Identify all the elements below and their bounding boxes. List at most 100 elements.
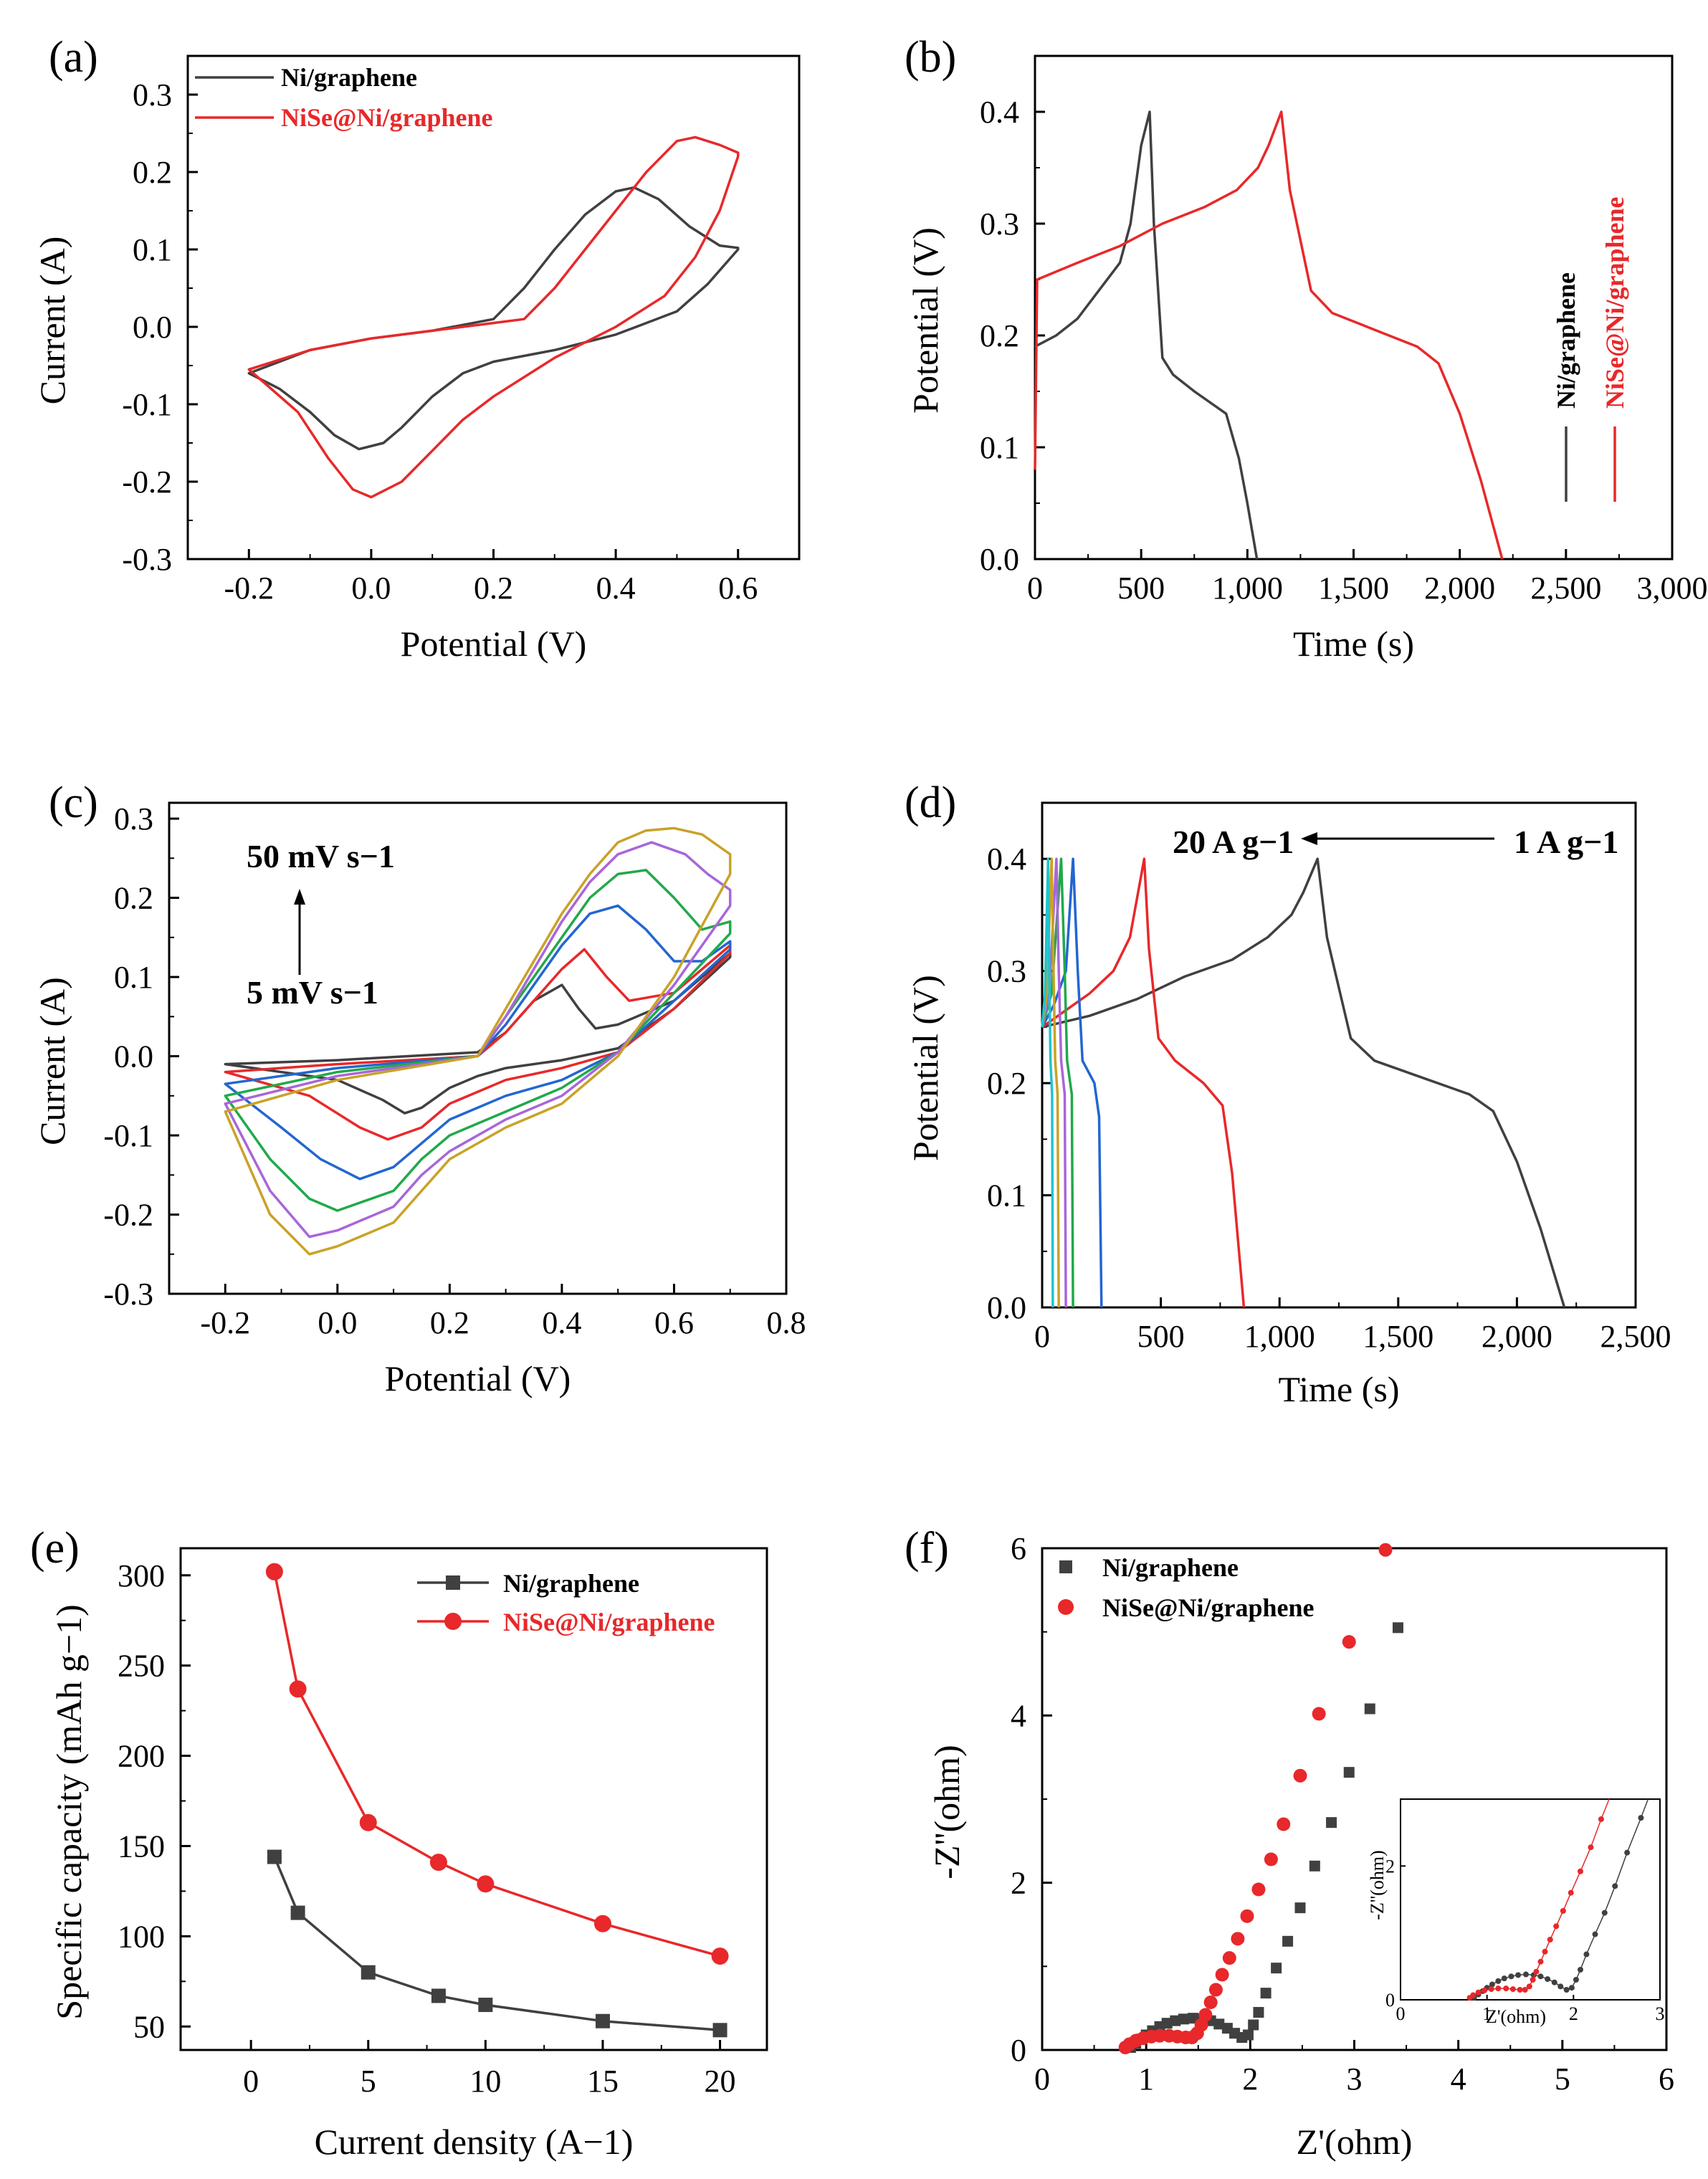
legend-label: NiSe@Ni/graphene (1102, 1593, 1315, 1622)
data-point (267, 1849, 282, 1864)
data-point (1260, 1988, 1272, 1999)
inset-data-point (1577, 1868, 1583, 1874)
x-tick-label: 3,000 (1637, 571, 1708, 606)
y-tick-label: 0.1 (114, 960, 153, 995)
y-tick-label: 0.3 (114, 801, 153, 836)
data-point (359, 1813, 377, 1831)
data-point (1326, 1817, 1337, 1828)
series-line-20-mv-s-1 (224, 904, 732, 1181)
inset-x-tick-label: 3 (1656, 2003, 1665, 2024)
x-tick-label: 0 (1034, 1319, 1050, 1354)
inset-fit-line (1640, 1798, 1649, 1818)
x-tick-label: 0.0 (351, 571, 391, 606)
chart-panel-e: 0 5 10 15 20 50 100 150 200 250 300 (e) Current dens… (30, 1524, 768, 2162)
series-line-20-a-g-1 (1041, 857, 1054, 1308)
y-axis-label: Current (A) (32, 977, 72, 1145)
inset-data-point (1526, 1983, 1532, 1990)
x-tick-label: 0 (1034, 2061, 1050, 2097)
plot-frame (179, 1547, 768, 2051)
y-axis-label: -Z''(ohm) (927, 1745, 967, 1879)
annotation-20-a-g: 20 A g−1 (1173, 824, 1294, 860)
data-point (1161, 2018, 1173, 2029)
y-axis-label: Specific capacity (mAh g−1) (49, 1604, 89, 2019)
data-point (1277, 1817, 1291, 1831)
y-tick-label: 0.0 (987, 1290, 1026, 1325)
data-point (1392, 1622, 1403, 1634)
data-point (1178, 2013, 1189, 2025)
x-tick-label: 0.2 (430, 1305, 469, 1340)
inset-series-line (1469, 1818, 1602, 1998)
series-line-8-a-g-1 (1041, 857, 1074, 1308)
inset-fit-line (1600, 1798, 1610, 1820)
legend-label: Ni/graphene (1102, 1553, 1239, 1582)
x-tick-label: 5 (361, 2064, 376, 2099)
x-tick-label: 0.4 (596, 571, 636, 606)
x-axis-label: Potential (V) (401, 624, 587, 664)
y-tick-label: 0.0 (133, 310, 172, 345)
y-tick-label: 50 (133, 2009, 165, 2044)
x-tick-label: 6 (1659, 2061, 1674, 2097)
panel-label: (a) (49, 33, 98, 82)
data-point (1282, 1935, 1294, 1947)
series-line-ni-graphene (247, 186, 740, 451)
x-tick-label: -0.2 (224, 571, 274, 606)
x-tick-label: 3 (1347, 2061, 1363, 2097)
data-point (1294, 1902, 1306, 1914)
y-tick-label: 4 (1011, 1698, 1026, 1733)
data-point (1312, 1707, 1326, 1721)
y-tick-label: 0.0 (980, 542, 1019, 577)
annotation-arrowhead (294, 889, 305, 905)
data-point (1198, 2008, 1213, 2022)
legend-marker (444, 1613, 462, 1630)
inset-data-point (1542, 1948, 1548, 1955)
data-point (431, 1988, 446, 2003)
y-tick-label: 0.2 (987, 1066, 1026, 1101)
data-point (1364, 1703, 1375, 1715)
series-line-15-a-g-1 (1041, 857, 1060, 1308)
x-tick-label: 2 (1242, 2061, 1258, 2097)
data-point (1213, 2018, 1225, 2030)
x-tick-label: 15 (587, 2064, 619, 2099)
inset-x-tick-label: 0 (1396, 2003, 1406, 2024)
inset-data-point (1509, 1986, 1516, 1993)
y-tick-label: 0.3 (987, 954, 1026, 989)
x-tick-label: 0.6 (718, 571, 758, 606)
x-tick-label: 2,500 (1600, 1319, 1671, 1354)
inset-data-point (1553, 1923, 1560, 1930)
inset-data-point (1547, 1937, 1553, 1942)
inset-plot: 0 1 2 3 0 2 Z'(ohm) -Z''(ohm) (1367, 1798, 1665, 2027)
data-point (1170, 2015, 1181, 2026)
inset-x-tick-label: 2 (1569, 2003, 1578, 2024)
legend-label: Ni/graphene (1552, 272, 1580, 409)
inset-data-point (1488, 1986, 1494, 1993)
data-point (265, 1563, 283, 1580)
data-point (593, 1915, 611, 1932)
y-tick-label: 0.1 (987, 1178, 1026, 1214)
series-line-40-mv-s-1 (224, 841, 732, 1239)
y-axis-label: Potential (V) (905, 975, 945, 1161)
x-tick-label: 1,500 (1318, 571, 1389, 606)
y-tick-label: 250 (118, 1649, 165, 1684)
y-tick-label: 0.3 (133, 77, 172, 113)
legend-marker (1058, 1599, 1074, 1615)
inset-data-point (1515, 1972, 1522, 1978)
data-point (1343, 1767, 1355, 1778)
plot-frame (168, 801, 788, 1295)
data-point (712, 2023, 727, 2038)
inset-data-point (1522, 1971, 1529, 1978)
data-point (1208, 1983, 1223, 1997)
y-tick-label: 0.2 (980, 318, 1019, 353)
y-tick-label: 300 (118, 1558, 165, 1593)
inset-data-point (1495, 1985, 1502, 1992)
inset-data-point (1612, 1883, 1618, 1889)
y-tick-label: 150 (118, 1828, 165, 1864)
y-tick-label: -0.2 (122, 464, 172, 500)
inset-data-point (1573, 1977, 1579, 1983)
x-tick-label: 1,500 (1363, 1319, 1433, 1354)
annotation-arrowhead (1301, 832, 1317, 845)
chart-panel-d: 0 500 1,000 1,500 2,000 2,500 0.0 0.1 0.2 0.3 0.4 (… (905, 778, 1671, 1409)
legend-label: NiSe@Ni/graphene (281, 103, 493, 132)
inset-x-axis-label: Z'(ohm) (1486, 2006, 1546, 2027)
data-point (429, 1854, 447, 1872)
